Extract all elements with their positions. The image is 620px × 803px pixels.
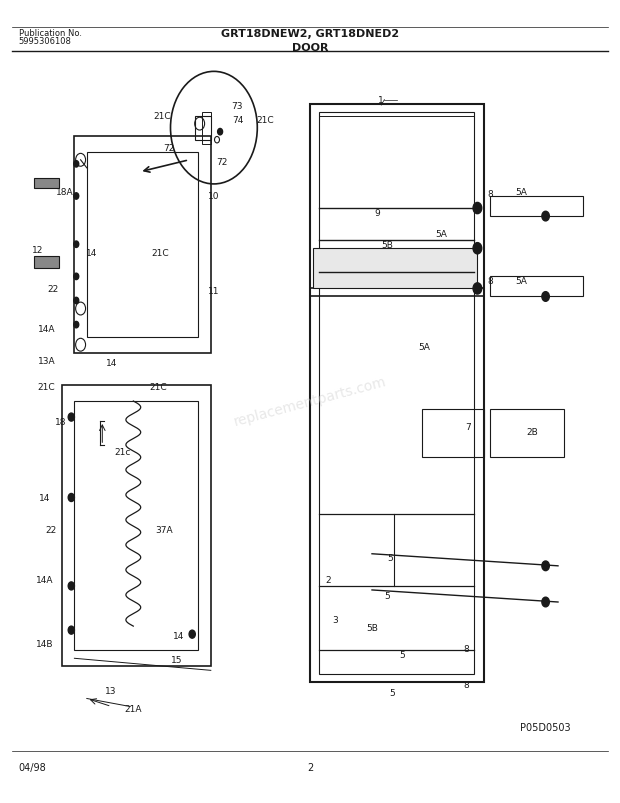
Bar (319, 112, 474, 675)
Text: 5A: 5A (515, 276, 527, 286)
Text: 18A: 18A (56, 188, 74, 198)
Text: 10: 10 (208, 192, 219, 202)
Text: 14: 14 (39, 493, 50, 503)
Circle shape (74, 322, 79, 328)
Text: 37A: 37A (156, 525, 173, 535)
Text: 8: 8 (487, 276, 493, 286)
Circle shape (74, 194, 79, 200)
Text: 14: 14 (173, 631, 184, 641)
Bar (87, 153, 198, 337)
Bar (34, 179, 59, 189)
Bar (310, 104, 484, 683)
Bar (62, 385, 211, 666)
Bar (490, 410, 564, 458)
Text: 5A: 5A (435, 230, 448, 239)
Circle shape (542, 292, 549, 302)
Bar (310, 297, 484, 683)
Bar (313, 249, 477, 289)
Text: 1: 1 (378, 96, 384, 105)
Text: 8: 8 (463, 679, 469, 689)
Text: 18: 18 (55, 418, 66, 427)
Text: 5: 5 (399, 650, 405, 659)
Bar (195, 116, 211, 141)
Text: 7: 7 (465, 422, 471, 432)
Text: 13A: 13A (38, 357, 55, 366)
Circle shape (473, 283, 482, 295)
Text: 8: 8 (487, 190, 493, 199)
Text: 5A: 5A (418, 342, 431, 352)
Text: 12: 12 (32, 246, 43, 255)
Text: 5: 5 (388, 553, 394, 563)
Bar (422, 410, 484, 458)
Circle shape (74, 298, 79, 304)
Text: 14A: 14A (38, 324, 55, 334)
Text: 14B: 14B (36, 639, 53, 649)
Text: 13: 13 (105, 686, 116, 695)
Text: 2B: 2B (526, 427, 538, 437)
Circle shape (68, 414, 74, 422)
Bar (74, 402, 198, 650)
Circle shape (74, 161, 79, 168)
Circle shape (473, 203, 482, 214)
Bar (310, 104, 484, 289)
Bar (34, 257, 59, 269)
Text: 5B: 5B (366, 623, 378, 633)
Circle shape (542, 212, 549, 222)
Circle shape (542, 597, 549, 607)
Circle shape (218, 129, 223, 136)
Text: 15: 15 (171, 655, 182, 665)
Text: 72: 72 (163, 144, 174, 153)
Circle shape (68, 626, 74, 634)
Circle shape (542, 561, 549, 571)
Circle shape (74, 274, 79, 280)
Text: 72: 72 (216, 157, 228, 167)
Text: 21A: 21A (125, 703, 142, 713)
Bar (319, 116, 474, 277)
Circle shape (68, 582, 74, 590)
Text: 21C: 21C (149, 382, 167, 392)
Text: 5A: 5A (515, 188, 527, 198)
Circle shape (68, 494, 74, 502)
Circle shape (74, 242, 79, 248)
Text: 5: 5 (389, 687, 395, 697)
Text: replacementparts.com: replacementparts.com (232, 374, 388, 429)
Text: 2: 2 (326, 575, 332, 585)
Text: 21c: 21c (115, 447, 131, 457)
Text: 5: 5 (384, 591, 391, 601)
Text: 04/98: 04/98 (19, 762, 46, 772)
Text: P05D0503: P05D0503 (520, 722, 571, 732)
Text: 21C: 21C (257, 116, 274, 125)
Text: 73: 73 (232, 101, 243, 111)
Text: 14: 14 (106, 358, 117, 368)
Text: 22: 22 (45, 525, 56, 535)
Text: Publication No.: Publication No. (19, 29, 82, 39)
Circle shape (473, 243, 482, 255)
Bar (490, 277, 583, 297)
Text: 9: 9 (374, 208, 380, 218)
Text: 21C: 21C (38, 382, 55, 392)
Text: 22: 22 (47, 284, 58, 294)
Text: 2: 2 (307, 762, 313, 772)
Bar (490, 197, 583, 217)
Text: 5995306108: 5995306108 (19, 37, 71, 47)
Text: 11: 11 (208, 286, 219, 296)
Text: 5B: 5B (381, 240, 394, 250)
Text: 21C: 21C (151, 248, 169, 258)
Text: GRT18DNEW2, GRT18DNED2: GRT18DNEW2, GRT18DNED2 (221, 29, 399, 39)
Text: 21C: 21C (154, 112, 171, 121)
Circle shape (189, 630, 195, 638)
Text: 14A: 14A (36, 575, 53, 585)
Text: 3: 3 (332, 615, 338, 625)
Bar (202, 112, 211, 145)
Text: 74: 74 (232, 116, 243, 125)
Text: DOOR: DOOR (292, 43, 328, 53)
Bar (74, 137, 211, 353)
Text: 8: 8 (463, 644, 469, 654)
Text: 14: 14 (86, 248, 97, 258)
